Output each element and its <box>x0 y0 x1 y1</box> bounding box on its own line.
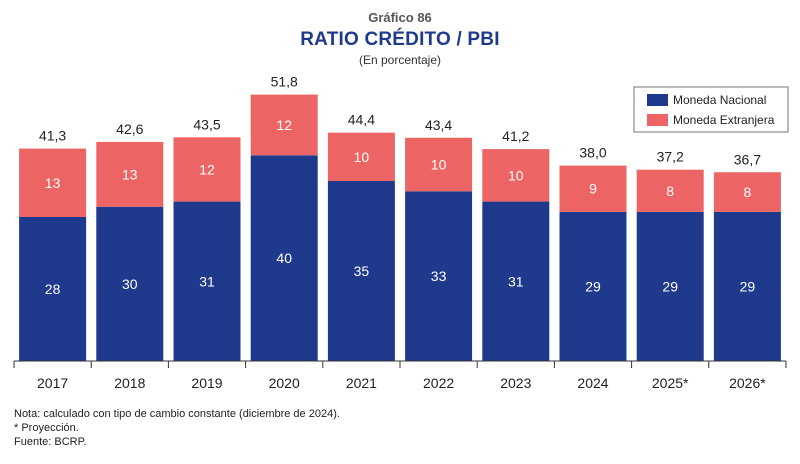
data-label-me-2023: 10 <box>508 167 524 183</box>
bar-moneda-nacional-2021 <box>327 181 395 361</box>
bar-moneda-nacional-2020 <box>250 155 318 361</box>
x-tick-label-2017: 2017 <box>37 375 68 391</box>
data-label-mn-2025: 29 <box>662 278 678 294</box>
x-tick-label-2020: 2020 <box>269 375 300 391</box>
x-tick-label-2026: 2026* <box>729 375 766 391</box>
bar-moneda-extranjera-2020 <box>250 94 318 156</box>
bar-moneda-nacional-2026 <box>713 211 781 361</box>
bar-moneda-nacional-2018 <box>96 206 164 361</box>
footnote-note: Nota: calculado con tipo de cambio const… <box>14 408 340 420</box>
total-label-2020: 51,8 <box>271 74 298 90</box>
total-label-2023: 41,2 <box>502 128 529 144</box>
bar-moneda-extranjera-2018 <box>96 141 164 207</box>
data-label-me-2022: 10 <box>431 157 447 173</box>
chart-subtitle: (En porcentaje) <box>358 53 442 67</box>
total-label-2019: 43,5 <box>193 116 220 132</box>
data-label-me-2021: 10 <box>354 149 370 165</box>
data-label-mn-2024: 29 <box>585 278 601 294</box>
chart-kicker: Gráfico 86 <box>368 10 432 25</box>
data-label-mn-2017: 28 <box>45 281 61 297</box>
data-label-me-2024: 9 <box>589 181 597 197</box>
data-label-me-2026: 8 <box>744 184 752 200</box>
data-label-mn-2023: 31 <box>508 273 524 289</box>
total-label-2017: 41,3 <box>39 128 66 144</box>
footnote-source: Fuente: BCRP. <box>14 436 87 448</box>
data-label-mn-2019: 31 <box>199 273 215 289</box>
total-label-2025: 37,2 <box>657 149 684 165</box>
bar-moneda-extranjera-2026 <box>713 172 781 212</box>
total-label-2021: 44,4 <box>348 112 375 128</box>
bar-moneda-extranjera-2017 <box>19 148 87 217</box>
bar-moneda-extranjera-2024 <box>559 165 627 212</box>
x-tick-label-2022: 2022 <box>423 375 454 391</box>
x-tick-label-2024: 2024 <box>577 375 608 391</box>
bar-moneda-nacional-2019 <box>173 201 241 361</box>
bar-moneda-nacional-2025 <box>636 211 704 361</box>
data-label-mn-2022: 33 <box>431 268 447 284</box>
footnotes: Nota: calculado con tipo de cambio const… <box>14 407 340 449</box>
bar-moneda-extranjera-2023 <box>482 149 550 202</box>
x-tick-label-2023: 2023 <box>500 375 531 391</box>
legend-label-moneda-extranjera: Moneda Extranjera <box>673 113 775 127</box>
x-tick-label-2019: 2019 <box>191 375 222 391</box>
x-tick-label-2021: 2021 <box>346 375 377 391</box>
footnote-projection: * Proyección. <box>14 422 79 434</box>
data-label-mn-2018: 30 <box>122 276 138 292</box>
x-tick-label-2025: 2025* <box>652 375 689 391</box>
bar-moneda-extranjera-2021 <box>327 132 395 181</box>
bar-moneda-nacional-2023 <box>482 201 550 361</box>
bar-moneda-nacional-2022 <box>405 191 473 361</box>
legend-swatch-moneda-nacional <box>647 94 668 106</box>
stacked-bar-chart: 28 13 41,3 2017 30 13 42,6 2018 31 12 43,5 2019 40 12… <box>13 74 789 391</box>
total-label-2026: 36,7 <box>734 151 761 167</box>
data-label-mn-2021: 35 <box>354 263 370 279</box>
bar-moneda-extranjera-2022 <box>405 137 473 192</box>
total-label-2022: 43,4 <box>425 117 452 133</box>
bar-moneda-nacional-2024 <box>559 211 627 361</box>
total-label-2018: 42,6 <box>116 121 143 137</box>
data-label-me-2025: 8 <box>666 183 674 199</box>
legend-swatch-moneda-extranjera <box>647 114 668 126</box>
data-label-me-2019: 12 <box>199 161 215 177</box>
legend-label-moneda-nacional: Moneda Nacional <box>673 93 766 107</box>
bar-moneda-extranjera-2025 <box>636 169 704 212</box>
x-tick-label-2018: 2018 <box>114 375 145 391</box>
data-label-mn-2020: 40 <box>276 250 292 266</box>
data-label-me-2020: 12 <box>276 117 292 133</box>
bar-moneda-nacional-2017 <box>19 217 87 361</box>
total-label-2024: 38,0 <box>579 145 606 161</box>
data-label-me-2018: 13 <box>122 166 138 182</box>
bar-moneda-extranjera-2019 <box>173 137 241 202</box>
data-label-me-2017: 13 <box>45 175 61 191</box>
data-label-mn-2026: 29 <box>740 278 756 294</box>
chart-title: RATIO CRÉDITO / PBI <box>300 29 500 50</box>
